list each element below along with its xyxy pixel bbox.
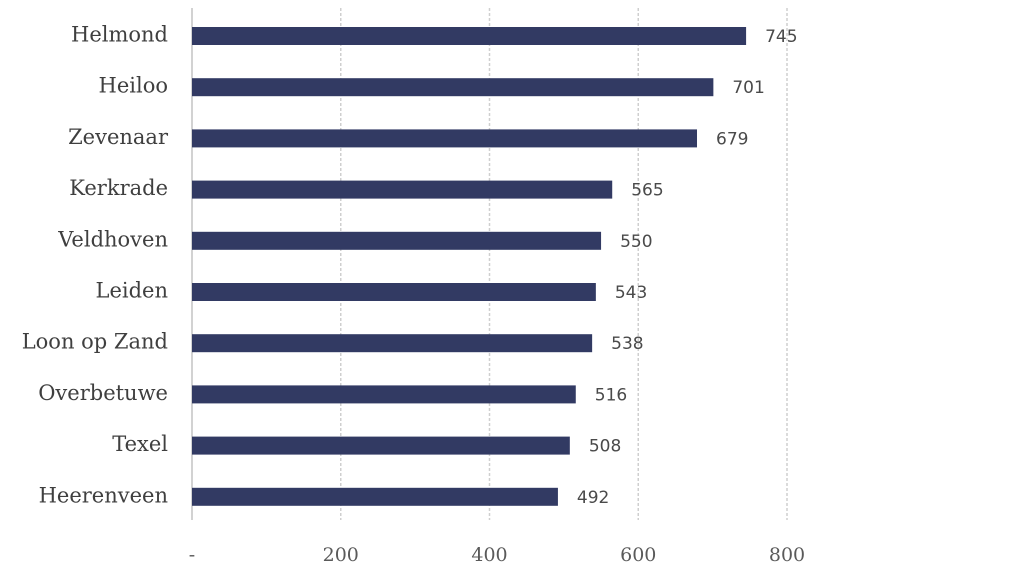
data-label: 516 bbox=[595, 385, 627, 405]
category-label: Heiloo bbox=[99, 74, 168, 98]
category-label: Helmond bbox=[71, 23, 168, 47]
bar bbox=[192, 283, 596, 301]
data-label: 538 bbox=[611, 334, 643, 354]
category-label: Kerkrade bbox=[69, 176, 168, 200]
category-labels: Helmond Heiloo Zevenaar Kerkrade Veldhoven Le… bbox=[22, 23, 169, 508]
bar bbox=[192, 78, 714, 97]
bar bbox=[192, 231, 602, 250]
value-labels: 745 701 679 565 550 543 538 516 508 492 bbox=[577, 27, 798, 508]
category-label: Texel bbox=[112, 432, 168, 456]
category-label: Leiden bbox=[96, 279, 169, 303]
bar bbox=[192, 27, 747, 45]
x-tick-label: 400 bbox=[471, 544, 507, 566]
data-label: 550 bbox=[620, 232, 652, 252]
data-label: 745 bbox=[765, 27, 797, 47]
data-label: 701 bbox=[732, 78, 764, 98]
bar bbox=[192, 385, 576, 404]
data-label: 679 bbox=[716, 129, 748, 149]
category-label: Veldhoven bbox=[57, 227, 168, 251]
data-label: 565 bbox=[631, 181, 663, 201]
x-tick-label: - bbox=[189, 544, 195, 566]
bar bbox=[192, 129, 698, 148]
bar bbox=[192, 334, 593, 353]
bar bbox=[192, 180, 613, 199]
bars bbox=[192, 27, 747, 506]
data-label: 492 bbox=[577, 488, 609, 508]
x-tick-label: 200 bbox=[323, 544, 359, 566]
category-label: Zevenaar bbox=[68, 125, 169, 149]
data-label: 508 bbox=[589, 437, 621, 457]
x-tick-label: 800 bbox=[769, 544, 805, 566]
x-axis-ticks: - 200 400 600 800 bbox=[189, 544, 805, 566]
x-tick-label: 600 bbox=[620, 544, 656, 566]
category-label: Overbetuwe bbox=[38, 381, 168, 405]
bar bbox=[192, 487, 558, 506]
category-label: Loon op Zand bbox=[22, 330, 168, 354]
data-label: 543 bbox=[615, 283, 647, 303]
bar bbox=[192, 436, 570, 455]
category-label: Heerenveen bbox=[39, 483, 168, 507]
